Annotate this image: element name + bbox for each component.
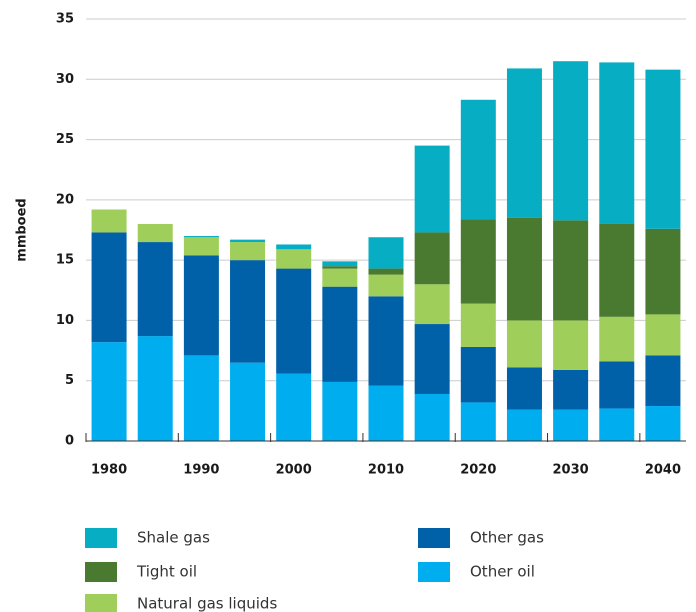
bar-segment xyxy=(368,237,404,269)
bar-segment xyxy=(276,268,312,374)
bar-segment xyxy=(183,236,219,238)
bar-segment xyxy=(322,286,358,382)
bar-segment xyxy=(276,249,312,269)
x-tick-label: 1990 xyxy=(183,463,219,478)
bar-segment xyxy=(414,393,450,441)
bar-segment xyxy=(230,260,266,363)
x-tick-label: 2010 xyxy=(368,463,404,478)
bar-segment xyxy=(599,223,635,317)
bar-segment xyxy=(553,220,589,321)
legend-label: Natural gas liquids xyxy=(137,595,277,612)
legend-swatch xyxy=(85,594,117,612)
bar-segment xyxy=(460,346,496,403)
bar-segment xyxy=(460,402,496,441)
bar-segment xyxy=(460,99,496,220)
bar-segment xyxy=(368,274,404,297)
bar-segment xyxy=(553,409,589,441)
bar-segment xyxy=(460,219,496,304)
bar-segment xyxy=(91,232,127,343)
bar-segment xyxy=(506,217,542,321)
legend-swatch xyxy=(85,562,117,582)
x-tick-label: 2030 xyxy=(553,463,589,478)
y-tick-label: 35 xyxy=(56,12,74,27)
bar-segment xyxy=(322,268,358,287)
bar-segment xyxy=(645,314,681,356)
bar-segment xyxy=(645,69,681,229)
bar-segment xyxy=(91,209,127,233)
bar-segment xyxy=(506,409,542,441)
bar-segment xyxy=(183,237,219,256)
bar-segment xyxy=(368,268,404,275)
legend-swatch xyxy=(418,562,450,582)
bar-segment xyxy=(553,369,589,410)
bar-segment xyxy=(599,316,635,362)
bar-segment xyxy=(645,228,681,315)
legend-label: Other gas xyxy=(470,529,544,547)
x-tick-label: 2000 xyxy=(276,463,312,478)
bar-segment xyxy=(553,61,589,221)
y-tick-label: 25 xyxy=(56,132,74,147)
x-tick-label: 2020 xyxy=(460,463,496,478)
bar-segment xyxy=(599,361,635,409)
bar-segment xyxy=(645,355,681,407)
bar-segment xyxy=(368,385,404,441)
y-tick-label: 5 xyxy=(65,373,74,388)
bar-segment xyxy=(599,408,635,441)
bar-segment xyxy=(230,362,266,441)
bar-segment xyxy=(183,255,219,356)
y-tick-label: 20 xyxy=(56,192,74,207)
bar-segment xyxy=(506,320,542,368)
y-tick-label: 30 xyxy=(56,72,74,87)
bar-segment xyxy=(276,373,312,441)
y-tick-label: 10 xyxy=(56,313,74,328)
bar-segment xyxy=(137,223,173,243)
legend-label: Shale gas xyxy=(137,529,210,547)
bar-segment xyxy=(460,303,496,347)
bar-segment xyxy=(276,244,312,250)
y-tick-label: 0 xyxy=(65,434,74,449)
bar-segment xyxy=(414,284,450,325)
bar-segment xyxy=(599,62,635,224)
bar-segment xyxy=(230,242,266,261)
bar-segment xyxy=(322,261,358,267)
y-axis-label: mmboed xyxy=(15,198,30,261)
x-tick-label: 2040 xyxy=(645,463,681,478)
bar-segment xyxy=(414,145,450,233)
legend-label: Tight oil xyxy=(136,563,197,581)
legend-swatch xyxy=(85,528,117,548)
bar-segment xyxy=(368,296,404,386)
x-tick-label: 1980 xyxy=(91,463,127,478)
bar-segment xyxy=(137,336,173,441)
legend-swatch xyxy=(418,528,450,548)
bar-segment xyxy=(553,320,589,370)
bar-segment xyxy=(322,266,358,269)
bar-segment xyxy=(645,406,681,441)
bar-segment xyxy=(506,68,542,218)
bar-segment xyxy=(414,232,450,285)
bar-segment xyxy=(414,324,450,394)
bar-segment xyxy=(322,381,358,441)
bar-segment xyxy=(183,355,219,441)
y-tick-label: 15 xyxy=(56,253,74,268)
bar-segment xyxy=(91,342,127,441)
legend-label: Other oil xyxy=(470,563,535,581)
bar-segment xyxy=(137,242,173,337)
bar-segment xyxy=(230,239,266,243)
bar-segment xyxy=(506,367,542,410)
